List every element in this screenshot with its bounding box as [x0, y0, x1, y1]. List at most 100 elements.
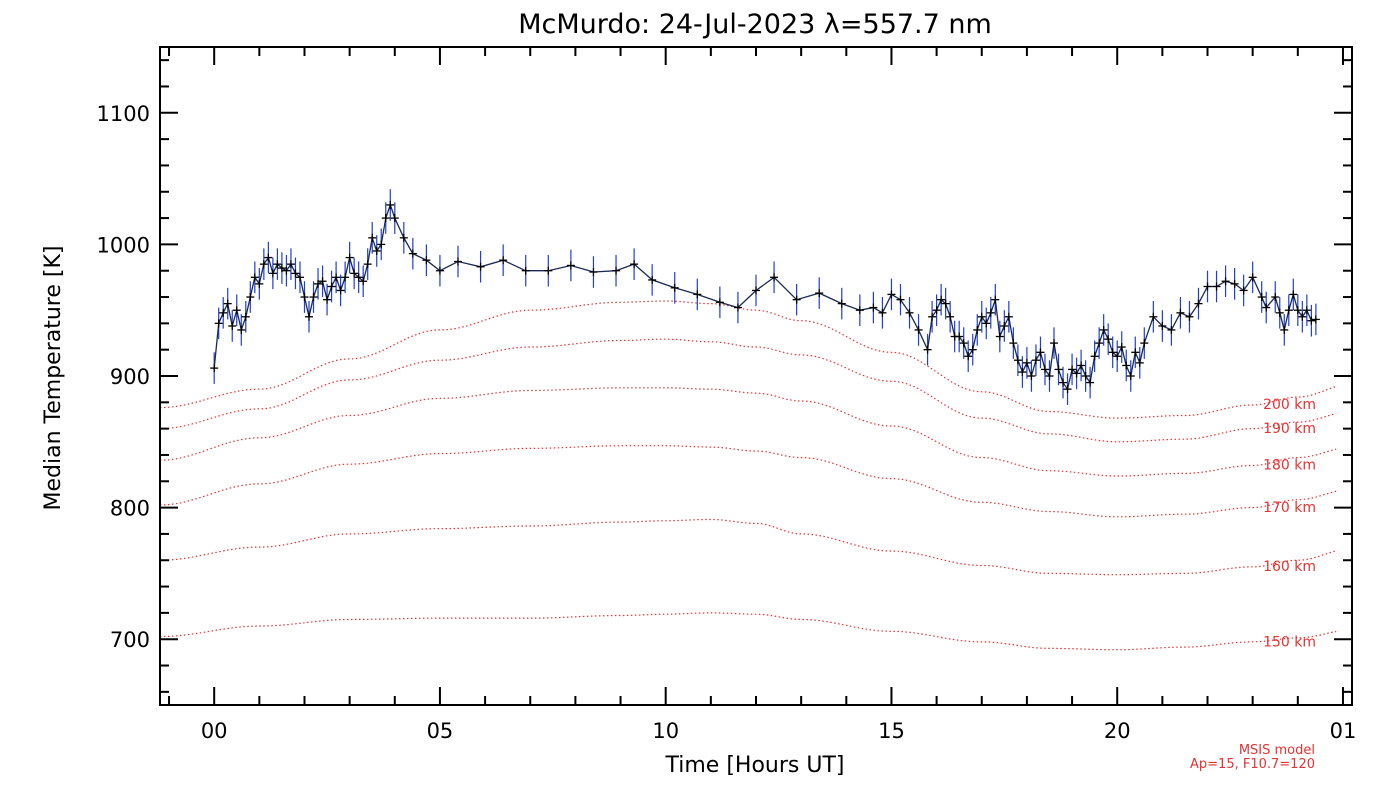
data-point — [855, 306, 864, 315]
data-point — [435, 266, 444, 275]
data-point — [991, 295, 1000, 304]
model-curve-label: 200 km — [1263, 397, 1316, 413]
data-point — [693, 290, 702, 299]
model-curve-180km — [160, 387, 1337, 477]
data-point — [286, 260, 295, 269]
data-point — [1262, 303, 1271, 312]
chart-title: McMurdo: 24-Jul-2023 λ=557.7 nm — [518, 9, 992, 40]
data-point — [1203, 282, 1212, 291]
data-point — [210, 364, 219, 373]
data-point — [1072, 369, 1081, 378]
data-point — [1298, 312, 1307, 321]
data-point — [1018, 368, 1027, 377]
data-point — [318, 277, 327, 286]
data-point — [1104, 335, 1113, 344]
data-point — [295, 273, 304, 282]
model-note-line-1: MSIS model — [1239, 743, 1315, 758]
data-point — [336, 286, 345, 295]
data-point — [1158, 321, 1167, 330]
data-point — [327, 282, 336, 291]
x-tick-label: 05 — [427, 719, 454, 743]
data-point — [941, 299, 950, 308]
data-point — [964, 352, 973, 361]
data-point — [887, 290, 896, 299]
data-point — [896, 295, 905, 304]
data-point — [544, 266, 553, 275]
y-tick-label: 900 — [110, 365, 150, 389]
data-point — [390, 214, 399, 223]
data-point — [1212, 282, 1221, 291]
data-point — [923, 345, 932, 354]
y-axis-title: Median Temperature [K] — [41, 246, 66, 511]
data-point — [1090, 352, 1099, 361]
data-point — [372, 246, 381, 255]
data-point — [381, 214, 390, 223]
data-point — [959, 339, 968, 348]
data-point — [345, 253, 354, 262]
data-point — [273, 260, 282, 269]
data-point — [566, 261, 575, 270]
data-point — [1059, 378, 1068, 387]
data-point — [354, 273, 363, 282]
x-tick-label: 10 — [652, 719, 679, 743]
data-point — [1307, 316, 1316, 325]
data-point — [1149, 312, 1158, 321]
model-curve-label: 190 km — [1263, 421, 1316, 437]
data-point — [1131, 348, 1140, 357]
data-point — [1284, 306, 1293, 315]
data-point — [246, 293, 255, 302]
y-tick-label: 700 — [110, 628, 150, 652]
data-point — [323, 295, 332, 304]
data-point — [237, 325, 246, 334]
data-point — [1185, 312, 1194, 321]
temperature-line — [213, 202, 1317, 391]
data-point — [715, 298, 724, 307]
msis-model-curves: 200 km 190 km 180 km 170 km 160 km 150 km — [159, 300, 1337, 650]
data-point — [1063, 385, 1072, 394]
data-point — [1293, 306, 1302, 315]
data-point — [291, 269, 300, 278]
data-point — [937, 295, 946, 304]
data-point — [1167, 325, 1176, 334]
data-point — [869, 303, 878, 312]
data-point — [670, 283, 679, 292]
data-point — [1248, 273, 1257, 282]
data-point — [408, 249, 417, 258]
model-curve-label: 170 km — [1263, 500, 1316, 516]
data-point — [1095, 339, 1104, 348]
data-point — [968, 345, 977, 354]
data-point — [1050, 339, 1058, 348]
data-point — [648, 275, 657, 284]
data-point — [259, 260, 268, 269]
data-point — [878, 308, 887, 317]
data-point — [986, 308, 995, 317]
data-point — [1289, 290, 1298, 299]
data-point — [1036, 348, 1045, 357]
data-point — [350, 269, 359, 278]
model-curve-170km — [159, 445, 1337, 518]
data-point — [1009, 339, 1018, 348]
y-tick-label: 800 — [110, 497, 150, 521]
data-point — [977, 312, 986, 321]
data-point — [1013, 356, 1022, 365]
model-note-line-2: Ap=15, F10.7=120 — [1190, 757, 1315, 772]
data-point — [1135, 358, 1144, 367]
data-point — [932, 306, 941, 315]
data-point — [973, 325, 982, 334]
data-point — [359, 277, 368, 286]
data-point — [1027, 372, 1036, 380]
data-point — [228, 321, 237, 330]
data-point — [232, 306, 241, 315]
data-point — [1031, 356, 1040, 365]
data-point — [612, 266, 621, 275]
data-point — [995, 332, 1004, 341]
data-point — [630, 260, 639, 269]
model-curve-200km — [160, 300, 1337, 419]
data-point — [1040, 365, 1049, 374]
model-curve-label: 160 km — [1263, 559, 1316, 575]
measured-temperature-series — [210, 189, 1320, 405]
data-point — [422, 256, 431, 265]
data-point — [1086, 378, 1095, 387]
data-point — [946, 312, 955, 321]
data-point — [1176, 308, 1185, 317]
